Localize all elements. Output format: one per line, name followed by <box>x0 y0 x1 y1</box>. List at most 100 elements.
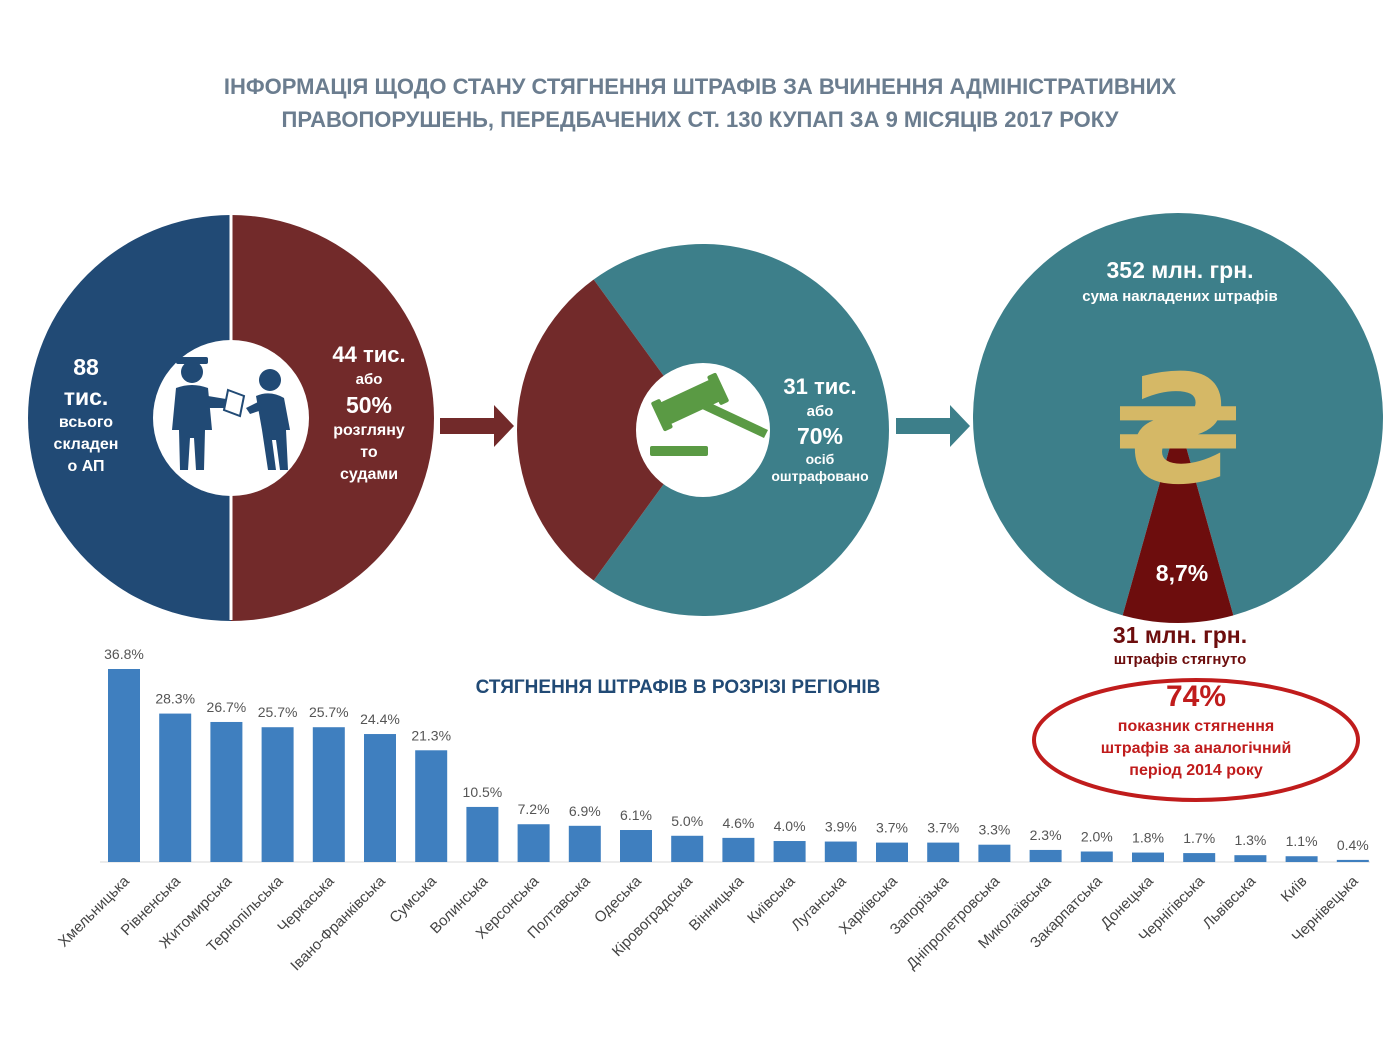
pie1-left-text-2: складен <box>53 436 119 453</box>
pie2-text-2: оштрафовано <box>771 468 869 484</box>
bar-value-label: 25.7% <box>309 704 349 720</box>
pie2-value: 31 тис. <box>783 374 857 399</box>
pie1-slice-court <box>231 215 434 621</box>
bar-Одеська <box>620 830 652 862</box>
pie1-right-pct: 50% <box>345 392 393 418</box>
bar-value-label: 0.4% <box>1337 837 1369 853</box>
category-label: Хмельницька <box>55 872 133 950</box>
pie2-label: 31 тис. або 70% осіб оштрафовано <box>762 372 878 485</box>
bar-value-label: 24.4% <box>360 711 400 727</box>
pie1-left-text-3: о АП <box>67 458 105 475</box>
bar-Чернівецька <box>1336 859 1369 862</box>
pie3-slice-imposed <box>973 213 1384 616</box>
category-label: Дніпропетровська <box>903 872 1003 972</box>
bar-Рівненська <box>159 713 192 862</box>
pie3-amount-text: сума накладених штрафів <box>1082 288 1278 305</box>
pie1-left-value: 88 <box>73 354 99 380</box>
pie1-left-text-1: всього <box>58 414 114 431</box>
bar-Полтавська <box>568 825 601 862</box>
bar-chart-title: СТЯГНЕННЯ ШТРАФІВ В РОЗРІЗІ РЕГІОНІВ <box>476 677 881 698</box>
bar-value-label: 2.0% <box>1081 829 1113 845</box>
bar-Кіровоградська <box>671 835 704 862</box>
bar-value-label: 5.0% <box>671 813 703 829</box>
collected-amount: 31 млн. грн. <box>1112 622 1248 648</box>
bar-Хмельницька <box>108 669 140 862</box>
pie2-pct: 70% <box>796 423 844 449</box>
bar-Житомирська <box>210 721 243 862</box>
bar-Вінницька <box>722 837 755 862</box>
bar-value-label: 3.7% <box>876 820 908 836</box>
page-title: ІНФОРМАЦІЯ ЩОДО СТАНУ СТЯГНЕННЯ ШТРАФІВ … <box>100 70 1300 136</box>
bar-Закарпатська <box>1080 851 1113 862</box>
bar-value-label: 28.3% <box>155 691 195 707</box>
bar-Херсонська <box>517 824 550 862</box>
pie1-right-text-1: розгляну <box>333 422 405 439</box>
bar-value-label: 25.7% <box>258 704 298 720</box>
pie3-collected-pct: 8,7% <box>1155 560 1209 586</box>
pie3-amount-label: 352 млн. грн. сума накладених штрафів <box>1030 254 1330 308</box>
police-officer-icon <box>172 357 290 470</box>
category-label: Вінницька <box>686 872 748 934</box>
bar-value-label: 4.0% <box>774 818 806 834</box>
category-label: Львівська <box>1200 872 1260 932</box>
pie-fined-persons <box>516 244 889 616</box>
pie2-center <box>636 363 770 497</box>
pie-total-cases <box>28 215 434 621</box>
pie1-right-label: 44 тис. або 50% розгляну то судами <box>312 340 426 486</box>
bar-Чернігівська <box>1183 853 1216 862</box>
bar-Сумська <box>415 750 448 862</box>
bar-value-label: 1.3% <box>1234 832 1266 848</box>
bar-Волинська <box>466 806 499 862</box>
bar-value-label: 21.3% <box>411 727 451 743</box>
bar-value-label: 3.3% <box>978 822 1010 838</box>
bar-Донецька <box>1132 852 1164 862</box>
pie1-right-value: 44 тис. <box>332 342 406 367</box>
gavel-icon <box>650 372 768 456</box>
category-label: Київ <box>1278 873 1311 906</box>
bar-Луганська <box>824 841 857 862</box>
recovery-rate-pct: 74% <box>1165 680 1227 713</box>
pie-fines-collected: ₴ <box>973 213 1384 624</box>
pie2-text-1: осіб <box>805 451 835 467</box>
bar-value-label: 1.8% <box>1132 830 1164 846</box>
bar-value-label: 26.7% <box>207 699 247 715</box>
pie2-slice-rest <box>516 279 703 581</box>
bar-Київ <box>1285 856 1318 862</box>
collected-label: 31 млн. грн. штрафів стягнуто <box>1040 620 1320 670</box>
recovery-rate-label: 74% показник стягнення штрафів за аналог… <box>1046 678 1346 782</box>
pie3-slice-collected <box>1122 418 1234 624</box>
category-label: Івано-Франківська <box>287 872 389 974</box>
pie1-right-text-2: то <box>360 444 378 461</box>
bar-value-label: 36.8% <box>104 646 144 662</box>
pie1-right-or: або <box>355 371 383 388</box>
arrow-right-2 <box>896 405 970 447</box>
bar-Миколаївська <box>1029 849 1062 862</box>
pie1-left-unit: тис. <box>63 384 109 410</box>
title-line-1: ІНФОРМАЦІЯ ЩОДО СТАНУ СТЯГНЕННЯ ШТРАФІВ … <box>223 74 1177 99</box>
bar-Дніпропетровська <box>978 844 1011 862</box>
bar-value-label: 6.1% <box>620 807 652 823</box>
bar-value-label: 3.9% <box>825 819 857 835</box>
bar-Київська <box>773 841 806 862</box>
bar-Черкаська <box>312 727 345 862</box>
bar-Харківська <box>876 842 908 862</box>
hryvnia-icon: ₴ <box>1114 344 1243 518</box>
pie1-left-label: 88 тис. всього складен о АП <box>40 352 132 478</box>
bar-value-label: 4.6% <box>722 815 754 831</box>
recovery-rate-text-1: показник стягнення <box>1117 718 1275 735</box>
bar-value-label: 6.9% <box>569 803 601 819</box>
bar-Запорізька <box>927 842 960 862</box>
bar-Львівська <box>1234 855 1267 862</box>
bar-value-label: 10.5% <box>463 784 503 800</box>
svg-text:₴: ₴ <box>1114 344 1243 518</box>
pie1-slice-total <box>28 215 231 621</box>
bar-value-label: 2.3% <box>1030 827 1062 843</box>
recovery-rate-text-2: штрафів за аналогічний <box>1100 740 1292 757</box>
pie2-or: або <box>806 403 834 420</box>
bar-value-label: 3.7% <box>927 820 959 836</box>
title-line-2: ПРАВОПОРУШЕНЬ, ПЕРЕДБАЧЕНИХ СТ. 130 КУПА… <box>281 107 1119 132</box>
pie3-amount: 352 млн. грн. <box>1106 257 1254 283</box>
bar-Тернопільська <box>261 727 294 862</box>
